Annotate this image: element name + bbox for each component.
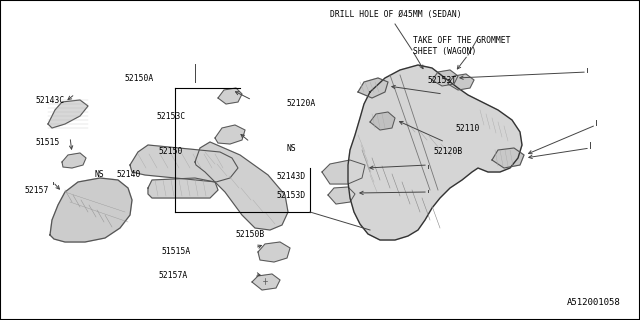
Polygon shape <box>492 148 524 168</box>
Text: 51515: 51515 <box>35 138 60 147</box>
Text: 51515A: 51515A <box>161 247 191 256</box>
Polygon shape <box>258 242 290 262</box>
Text: 52153D: 52153D <box>276 191 306 200</box>
Text: 52143D: 52143D <box>276 172 306 181</box>
Text: 52120B: 52120B <box>434 147 463 156</box>
Text: NS: NS <box>95 170 104 179</box>
Polygon shape <box>218 88 242 104</box>
Text: SHEET (WAGON): SHEET (WAGON) <box>413 47 476 56</box>
Text: A512001058: A512001058 <box>567 298 621 307</box>
Polygon shape <box>50 178 132 242</box>
Polygon shape <box>348 65 522 240</box>
Polygon shape <box>448 74 474 90</box>
Text: 52157: 52157 <box>24 186 49 195</box>
Text: 52140: 52140 <box>116 170 141 179</box>
Text: 52120A: 52120A <box>287 99 316 108</box>
Polygon shape <box>370 112 395 130</box>
Polygon shape <box>432 70 458 86</box>
Text: 52150: 52150 <box>159 147 183 156</box>
Text: NS: NS <box>287 144 296 153</box>
Text: 52150B: 52150B <box>236 230 265 239</box>
Polygon shape <box>195 142 288 230</box>
Text: 52110: 52110 <box>456 124 480 133</box>
Polygon shape <box>322 160 365 184</box>
Text: 52150A: 52150A <box>125 74 154 83</box>
Polygon shape <box>148 178 218 198</box>
Text: TAKE OFF THE GROMMET: TAKE OFF THE GROMMET <box>413 36 510 44</box>
Polygon shape <box>48 100 88 128</box>
Text: DRILL HOLE OF Ø45MM (SEDAN): DRILL HOLE OF Ø45MM (SEDAN) <box>330 10 461 19</box>
Polygon shape <box>358 78 388 98</box>
Polygon shape <box>62 153 86 168</box>
Text: 52153T: 52153T <box>428 76 457 85</box>
Text: 52153C: 52153C <box>157 112 186 121</box>
Text: 52157A: 52157A <box>159 271 188 280</box>
Polygon shape <box>328 187 355 204</box>
Polygon shape <box>252 274 280 290</box>
Polygon shape <box>215 125 245 144</box>
Polygon shape <box>130 145 238 182</box>
Text: 52143C: 52143C <box>35 96 65 105</box>
